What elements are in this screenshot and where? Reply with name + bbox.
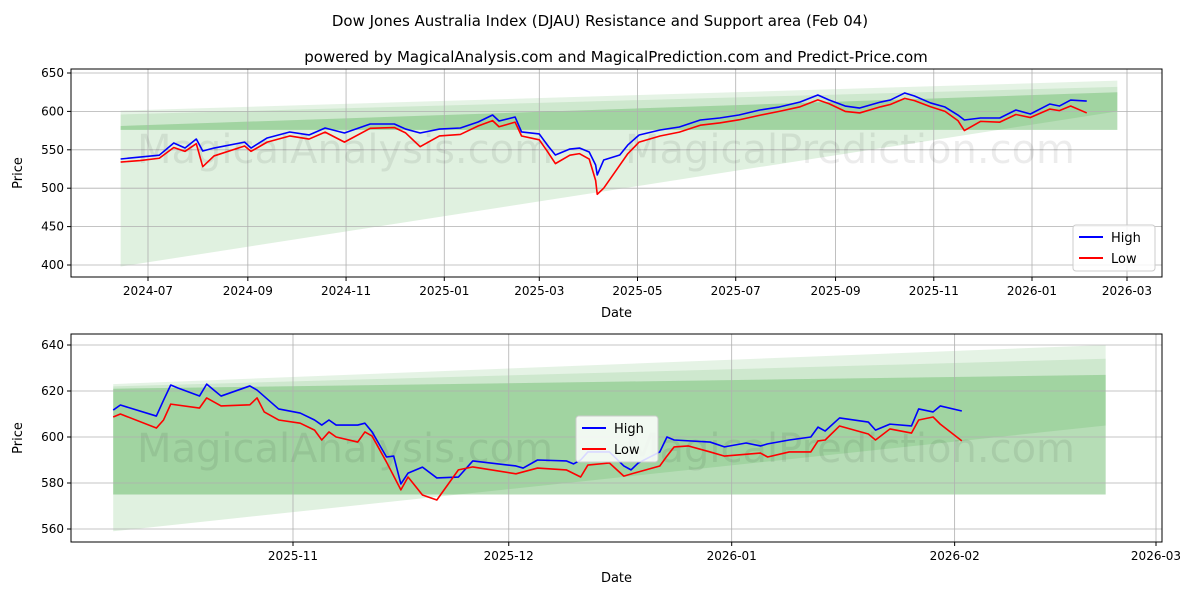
resistance-support-band (120, 86, 1118, 130)
series-line-high (120, 92, 1087, 176)
watermark-text: MagicalAnalysis.com (137, 426, 553, 472)
y-tick-label: 580 (41, 476, 64, 490)
x-tick-label: 2024-07 (123, 284, 173, 298)
x-axis-label: Date (601, 571, 632, 586)
legend-label-high: High (614, 422, 644, 437)
series-line-low (120, 97, 1088, 196)
watermark-text: MagicalPrediction.com (625, 426, 1075, 472)
legend: High Low (1072, 224, 1156, 272)
top-chart: 2024-07 2024-09 2024-11 2025-01 2025-03 2025-… (11, 66, 1163, 321)
resistance-support-band (120, 80, 1118, 130)
legend-label-low: Low (1111, 252, 1137, 267)
y-tick-label: 640 (41, 338, 64, 352)
y-tick-label: 650 (41, 66, 64, 80)
legend-label-low: Low (614, 443, 640, 458)
watermark-text: MagicalPrediction.com (625, 127, 1075, 173)
x-tick-label: 2025-01 (419, 284, 469, 298)
legend-label-high: High (1111, 231, 1141, 246)
plot-frame (70, 333, 1163, 543)
y-tick-label: 560 (41, 522, 64, 536)
y-tick-label: 550 (41, 143, 64, 157)
y-axis-label: Price (11, 157, 26, 189)
x-tick-label: 2025-09 (810, 284, 860, 298)
resistance-support-band (120, 92, 1118, 267)
bottom-chart: 2025-11 2025-12 2026-01 2026-02 2026-03 560 58… (11, 333, 1181, 586)
watermark-text: MagicalAnalysis.com (137, 127, 553, 173)
series-line-low (112, 397, 963, 501)
legend: High Low (575, 415, 659, 463)
x-tick-label: 2025-12 (484, 549, 534, 563)
x-axis-label: Date (601, 306, 632, 321)
chart-subtitle: powered by MagicalAnalysis.com and Magic… (304, 48, 928, 66)
x-tick-label: 2025-03 (514, 284, 564, 298)
x-tick-label: 2025-11 (909, 284, 959, 298)
x-tick-label: 2025-11 (268, 549, 318, 563)
y-tick-label: 500 (41, 181, 64, 195)
x-tick-label: 2026-01 (1007, 284, 1057, 298)
y-tick-label: 600 (41, 104, 64, 118)
x-tick-label: 2024-09 (223, 284, 273, 298)
y-axis-label: Price (11, 422, 26, 454)
y-tick-label: 450 (41, 220, 64, 234)
plot-frame (70, 68, 1163, 278)
series-line-high (112, 383, 963, 485)
y-tick-label: 600 (41, 430, 64, 444)
x-tick-label: 2026-02 (930, 549, 980, 563)
y-tick-label: 620 (41, 384, 64, 398)
chart-title: Dow Jones Australia Index (DJAU) Resista… (332, 12, 868, 30)
x-tick-label: 2025-05 (612, 284, 662, 298)
x-tick-label: 2024-11 (321, 284, 371, 298)
y-tick-label: 400 (41, 258, 64, 272)
x-tick-label: 2026-03 (1131, 549, 1181, 563)
x-tick-label: 2026-01 (707, 549, 757, 563)
x-tick-label: 2026-03 (1102, 284, 1152, 298)
x-tick-label: 2025-07 (711, 284, 761, 298)
